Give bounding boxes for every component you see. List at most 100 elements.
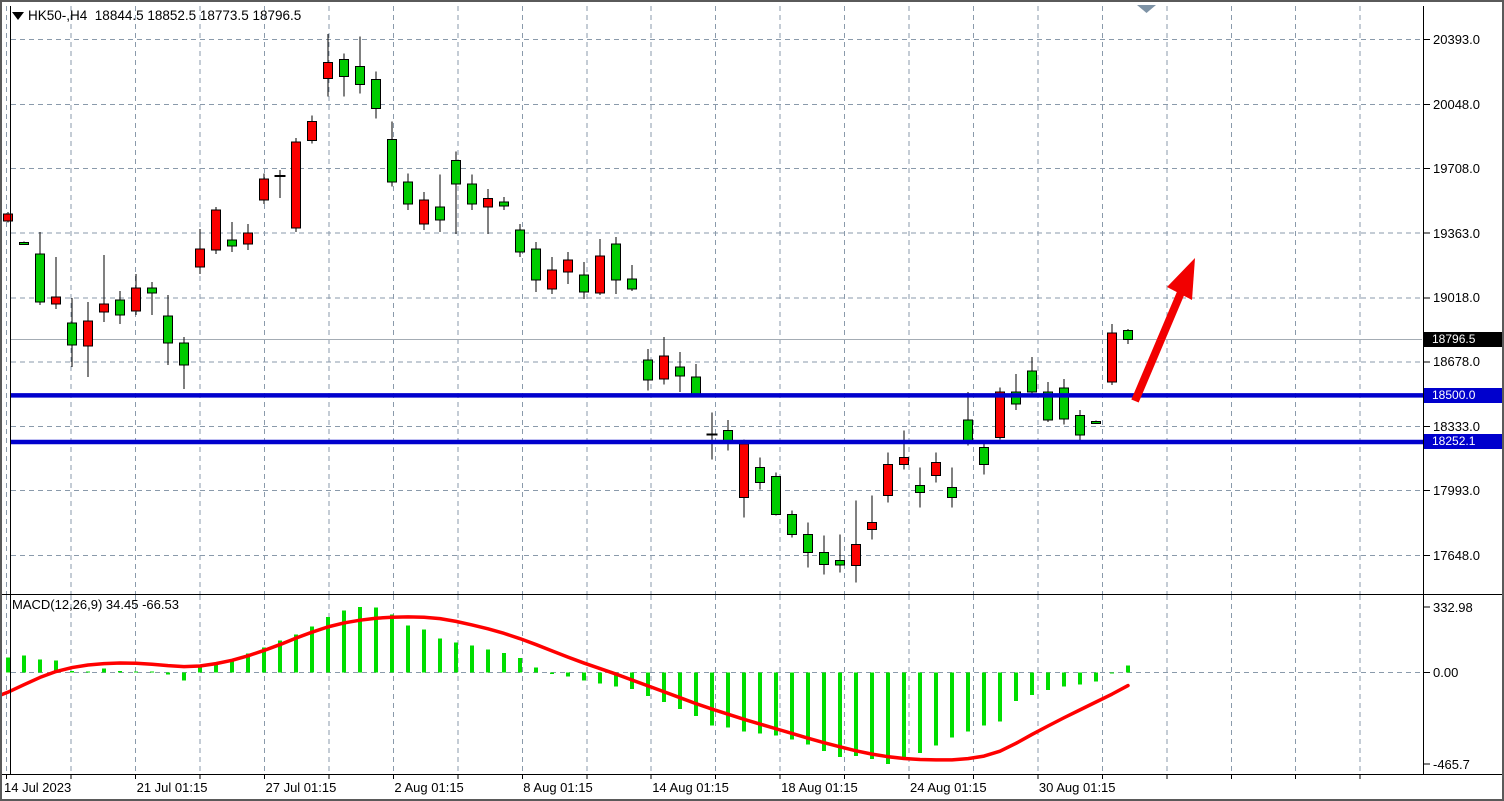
macd-bar [726, 672, 730, 728]
candle-body [339, 59, 349, 78]
candle-body [947, 486, 957, 498]
price-axis-label: 19363.0 [1433, 225, 1480, 241]
candle-body [307, 121, 317, 142]
candle-body [355, 66, 365, 86]
candle-body [867, 521, 877, 530]
macd-bar [662, 672, 666, 703]
candle-body [803, 533, 813, 553]
time-axis-label: 21 Jul 01:15 [136, 780, 208, 795]
candle-body [323, 62, 333, 80]
macd-bar [1014, 672, 1018, 702]
chart-title: HK50-,H4 18844.5 18852.5 18773.5 18796.5 [28, 8, 301, 23]
candle-body [115, 299, 125, 316]
macd-bar [150, 671, 154, 673]
price-axis-label: 17648.0 [1433, 548, 1480, 563]
macd-bar [998, 672, 1002, 722]
macd-bar [518, 658, 522, 673]
time-axis-label: 2 Aug 01:15 [394, 780, 464, 795]
macd-bar [982, 672, 986, 726]
chart-shift-marker-icon[interactable] [1137, 5, 1156, 13]
macd-bar [774, 672, 778, 736]
candle-body [659, 355, 669, 380]
candle-body [51, 296, 61, 305]
candle-body [227, 239, 237, 247]
candle-body [643, 359, 653, 381]
symbol-dropdown-icon[interactable] [12, 12, 24, 20]
macd-indicator-label: MACD(12,26,9) 34.45 -66.53 [12, 597, 179, 612]
macd-axis-label: -465.7 [1433, 756, 1470, 772]
macd-bar [166, 672, 170, 675]
candle-body [163, 315, 173, 344]
macd-bar [214, 664, 218, 673]
support-line-price-badge[interactable]: 18500.0 [1424, 387, 1502, 403]
candle-body [451, 160, 461, 185]
candle-body [595, 255, 605, 294]
candle-body [387, 139, 397, 183]
macd-bar [742, 672, 746, 732]
candle-body [963, 419, 973, 443]
candle-body [691, 376, 701, 396]
candle-body [291, 141, 301, 229]
candle-body [675, 366, 685, 377]
macd-bar [278, 640, 282, 673]
candle-body [83, 320, 93, 347]
candle-body [1027, 370, 1037, 393]
macd-bar [566, 672, 570, 677]
candle-body [179, 342, 189, 366]
candle-body [771, 475, 781, 516]
candle-body [499, 201, 509, 207]
candle-body [1011, 391, 1021, 405]
trend-arrow[interactable] [1131, 258, 1195, 403]
panel-borders [2, 6, 1502, 779]
candle-body [67, 322, 77, 346]
candle-body [1091, 421, 1101, 425]
macd-bar [534, 667, 538, 673]
macd-bar [22, 655, 26, 673]
macd-bar [790, 672, 794, 740]
candle-body [131, 287, 141, 312]
macd-bar [390, 614, 394, 673]
candle-body [1043, 391, 1053, 421]
candle-body [851, 543, 861, 566]
macd-bar [822, 672, 826, 752]
candle-body [1107, 332, 1117, 383]
time-axis-label: 14 Aug 01:15 [652, 780, 729, 795]
macd-bar [694, 672, 698, 716]
macd-bar [454, 642, 458, 673]
macd-bar [1062, 672, 1066, 687]
candle-body [835, 560, 845, 566]
candle-body [99, 303, 109, 313]
macd-bar [502, 652, 506, 673]
macd-bar [550, 672, 554, 675]
arrow-head-icon[interactable] [1167, 258, 1195, 300]
macd-bar [70, 670, 74, 673]
price-axis-label: 19018.0 [1433, 290, 1480, 306]
candle-body [531, 248, 541, 281]
arrow-shaft[interactable] [1131, 288, 1186, 403]
macd-bar [294, 634, 298, 673]
macd-bar [486, 649, 490, 673]
support-line-price-badge[interactable]: 18252.1 [1424, 434, 1502, 450]
chart-ohlc-values: 18844.5 18852.5 18773.5 18796.5 [94, 8, 302, 23]
macd-axis-label: 332.98 [1433, 599, 1473, 615]
macd-bar [1110, 672, 1114, 674]
time-axis-label: 30 Aug 01:15 [1038, 780, 1116, 795]
candle-body [1123, 330, 1133, 341]
macd-bar [614, 672, 618, 687]
macd-bar [918, 672, 922, 754]
macd-bar [54, 660, 58, 673]
candle-body [915, 484, 925, 493]
candle-body [259, 178, 269, 201]
candlesticks [3, 34, 1133, 583]
candle-body [899, 456, 909, 465]
candle-body [563, 259, 573, 273]
price-axis-label: 17993.0 [1433, 483, 1480, 499]
macd-bar [886, 672, 890, 765]
candle-body [467, 183, 477, 205]
candle-body [755, 466, 765, 483]
candle-body [627, 278, 637, 290]
candle-body [211, 209, 221, 251]
candle-body [403, 181, 413, 205]
